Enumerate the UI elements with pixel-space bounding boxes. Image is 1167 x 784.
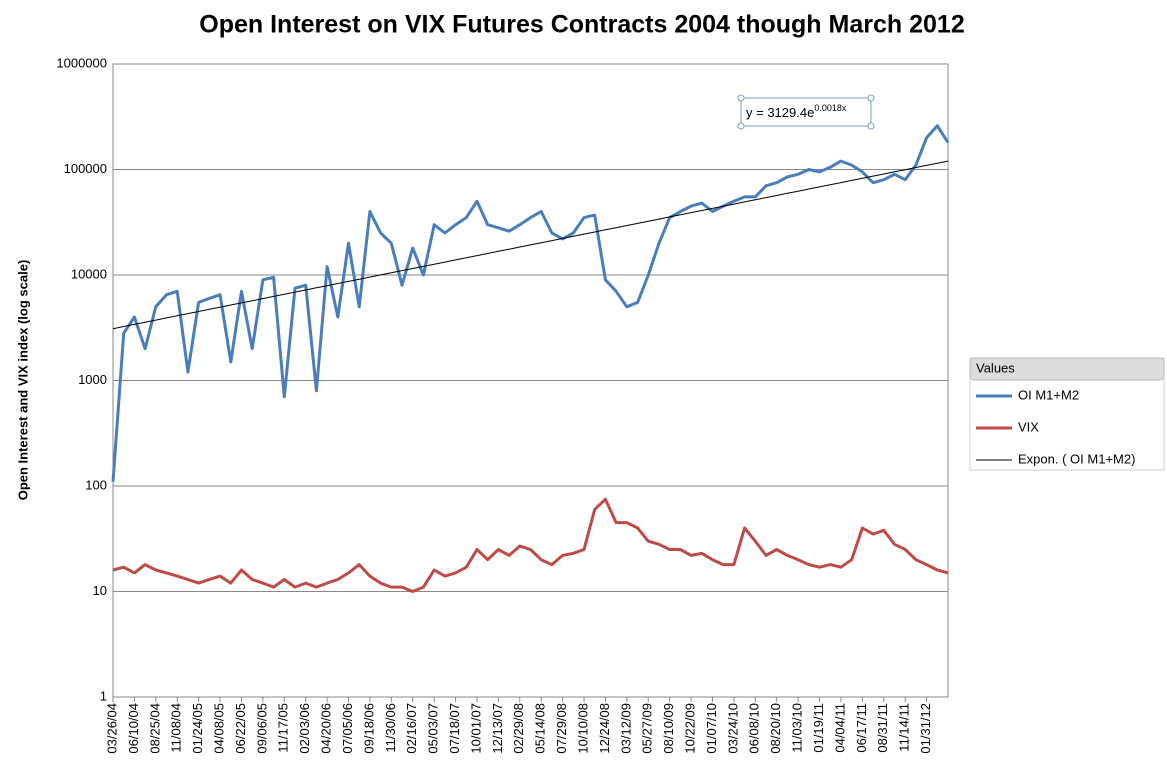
x-tick-label: 03/12/09: [618, 703, 633, 754]
x-tick-label: 04/20/06: [319, 703, 334, 754]
x-tick-label: 10/01/07: [468, 703, 483, 754]
handle: [737, 94, 745, 102]
x-tick-label: 08/25/04: [147, 703, 162, 754]
x-tick-label: 11/30/06: [383, 703, 398, 753]
x-tick-label: 10/10/08: [575, 703, 590, 754]
y-tick-label: 10000: [71, 266, 107, 281]
legend-header: [969, 357, 1165, 381]
y-tick-label: 1000000: [56, 55, 107, 70]
x-tick-label: 01/24/05: [190, 703, 205, 754]
handle: [867, 94, 875, 102]
x-tick-label: 11/08/04: [169, 703, 184, 753]
x-tick-label: 09/18/06: [361, 703, 376, 754]
series-line: [111, 124, 950, 482]
x-tick-label: 03/26/04: [104, 703, 119, 754]
plot-area: 1 10 100 1000 10000 100000 1000000 03/26/04 06/1…: [56, 55, 950, 754]
x-tick-label: 04/04/11: [832, 703, 847, 753]
y-tick-label: 100000: [64, 161, 107, 176]
x-tick-label: 11/03/10: [790, 703, 805, 753]
x-tick-label: 08/20/10: [768, 703, 783, 754]
legend-title: Values: [976, 360, 1015, 375]
y-tick-label: 100: [85, 477, 107, 492]
x-tick-label: 11/17/05: [276, 703, 291, 753]
x-tick-label: 07/18/07: [447, 703, 462, 754]
x-tick-label: 08/31/11: [875, 703, 890, 753]
equation-main: y = 3129.4e: [746, 105, 814, 120]
x-tick-label: 05/27/09: [640, 703, 655, 754]
legend-label: Expon. ( OI M1+M2): [1018, 451, 1135, 466]
series-line: [112, 160, 949, 330]
x-tick-label: 01/07/10: [704, 703, 719, 754]
x-tick-label: 11/14/11: [897, 703, 912, 752]
x-tick-label: 05/14/08: [533, 703, 548, 754]
x-tick-label: 07/29/08: [554, 703, 569, 754]
x-tick-label: 09/06/05: [254, 703, 269, 754]
x-tick-label: 07/05/06: [340, 703, 355, 754]
x-tick-label: 06/22/05: [233, 703, 248, 754]
x-tick-label: 02/16/07: [404, 703, 419, 754]
y-axis-label: Open Interest and VIX index (log scale): [15, 260, 30, 501]
equation-exponent: 0.0018x: [814, 103, 847, 113]
y-tick-label: 1000: [78, 372, 107, 387]
x-tick-label: 03/24/10: [725, 703, 740, 754]
legend-label: OI M1+M2: [1018, 387, 1079, 402]
legend-label: VIX: [1018, 419, 1039, 434]
x-tick-label: 01/31/12: [918, 703, 933, 754]
series-line: [112, 497, 949, 593]
legend: Values OI M1+M2 VIX Expon. ( OI M1+M2): [969, 357, 1165, 471]
x-tick-label: 06/10/04: [126, 703, 141, 754]
x-tick-label: 01/19/11: [811, 703, 826, 753]
chart-title: Open Interest on VIX Futures Contracts 2…: [199, 11, 964, 39]
equation-box: [740, 97, 872, 127]
x-tick-label: 10/22/09: [683, 703, 698, 754]
x-tick-label: 08/10/09: [661, 703, 676, 754]
x-tick-label: 04/08/05: [211, 703, 226, 754]
x-tick-label: 12/24/08: [597, 703, 612, 754]
equation-label: y = 3129.4e0.0018x: [737, 94, 875, 130]
handle: [867, 122, 875, 130]
x-tick-label: 02/03/06: [297, 703, 312, 754]
x-tick-label: 05/03/07: [426, 703, 441, 754]
x-tick-label: 02/29/08: [511, 703, 526, 754]
y-tick-label: 10: [93, 583, 107, 598]
x-tick-label: 06/08/10: [747, 703, 762, 754]
handle: [737, 122, 745, 130]
x-tick-label: 06/17/11: [854, 703, 869, 753]
y-tick-label: 1: [100, 688, 107, 703]
equation-text: y = 3129.4e0.0018x: [746, 103, 847, 120]
x-tick-label: 12/13/07: [490, 703, 505, 754]
